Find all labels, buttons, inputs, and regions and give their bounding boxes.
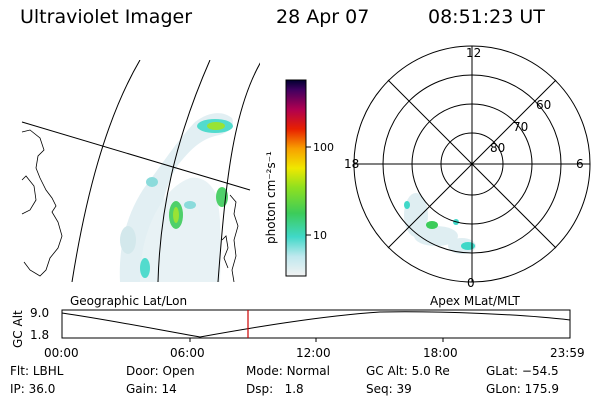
- mlt-label-12: 12: [466, 46, 482, 60]
- color-bar: [285, 79, 311, 277]
- seq-value: 39: [396, 382, 412, 396]
- x-tick-1800: 18:00: [423, 346, 458, 360]
- mlt-label-18: 18: [344, 157, 360, 171]
- altitude-curve: [61, 311, 571, 338]
- colorbar-tick-100: 100: [313, 141, 334, 154]
- door-value: Open: [162, 364, 195, 378]
- status-gcalt: GC Alt: 5.0 Re: [366, 364, 450, 378]
- colorbar-unit-label: photon cm⁻²s⁻¹: [264, 151, 278, 244]
- mlt-label-6: 6: [576, 157, 584, 171]
- x-tick-0000: 00:00: [44, 346, 79, 360]
- date-label: 28 Apr 07: [276, 6, 370, 28]
- status-glon: GLon: 175.9: [486, 382, 559, 396]
- gcalt-value: 5.0 Re: [411, 364, 450, 378]
- ip-value: 36.0: [28, 382, 56, 396]
- mlat-label-70: 70: [513, 120, 529, 134]
- status-glat: GLat: −54.5: [486, 364, 559, 378]
- mlat-label-80: 80: [490, 141, 506, 155]
- coastlines: [21, 129, 239, 282]
- mlat-label-60: 60: [536, 98, 552, 112]
- apex-label: Apex MLat/MLT: [430, 294, 520, 308]
- x-tick-1200: 12:00: [296, 346, 331, 360]
- status-ip: IP: 36.0: [10, 382, 56, 396]
- gc-alt-axis-title: GC Alt: [11, 310, 25, 348]
- glon-value: 175.9: [524, 382, 559, 396]
- dsp-value: 1.8: [284, 382, 304, 396]
- status-door: Door: Open: [126, 364, 195, 378]
- status-gain: Gain: 14: [126, 382, 177, 396]
- status-dsp: Dsp: 1.8: [246, 382, 304, 396]
- geographic-label: Geographic Lat/Lon: [70, 294, 188, 308]
- status-seq: Seq: 39: [366, 382, 412, 396]
- mode-value: Normal: [286, 364, 330, 378]
- altitude-timeline: [61, 309, 571, 342]
- x-tick-2359: 23:59: [550, 346, 585, 360]
- x-tick-0600: 06:00: [170, 346, 205, 360]
- gain-value: 14: [161, 382, 177, 396]
- filter-value: LBHL: [32, 364, 64, 378]
- geographic-map: [21, 60, 260, 282]
- colorbar-tick-10: 10: [313, 229, 327, 242]
- glat-value: −54.5: [521, 364, 559, 378]
- mlt-label-0: 0: [467, 276, 475, 290]
- time-label: 08:51:23 UT: [428, 6, 545, 28]
- status-mode: Mode: Normal: [246, 364, 330, 378]
- status-filter: Flt: LBHL: [10, 364, 64, 378]
- y-tick-1-8: 1.8: [30, 328, 50, 342]
- map-grid: [21, 60, 260, 282]
- y-tick-9: 9.0: [30, 306, 50, 320]
- instrument-title: Ultraviolet Imager: [20, 6, 193, 28]
- aurora-emission: [119, 113, 233, 282]
- polar-plot: [353, 45, 591, 283]
